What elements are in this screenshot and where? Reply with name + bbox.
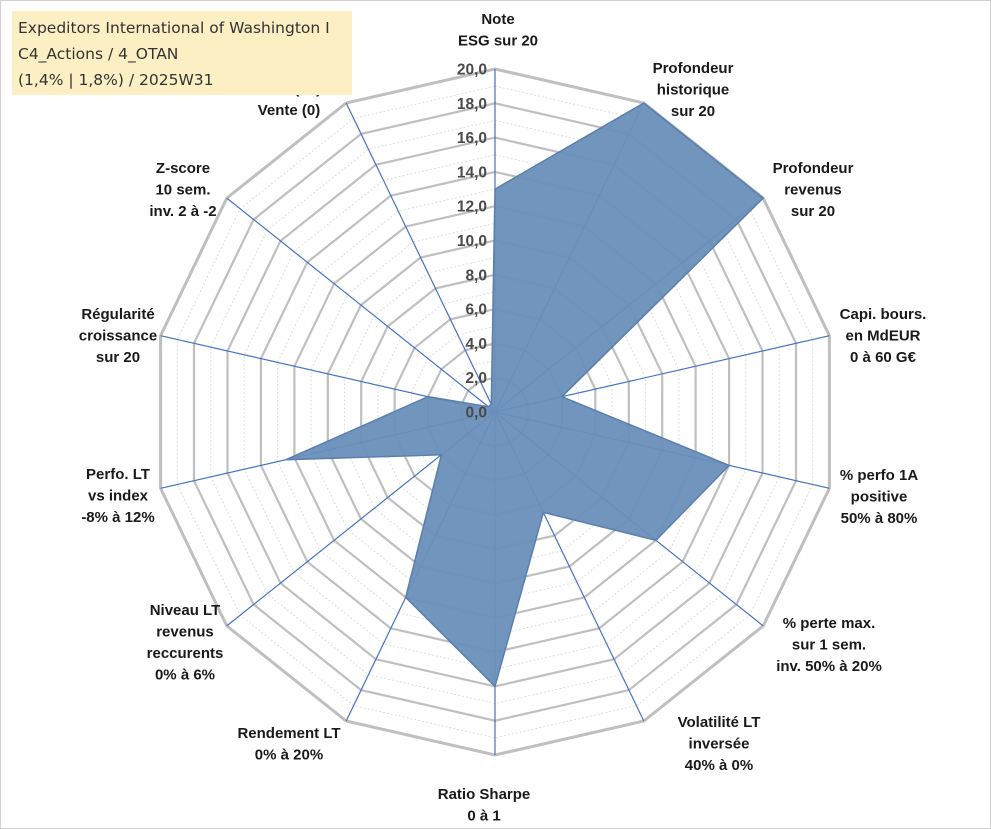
axis-label-line: inversée — [689, 736, 750, 753]
axis-label-line: 50% à 80% — [841, 510, 918, 527]
radar-spoke — [226, 197, 496, 413]
axis-label-line: reccurents — [147, 645, 224, 662]
axis-label-line: sur 20 — [96, 349, 140, 366]
chart-title-line-2: C4_Actions / 4_OTAN — [18, 45, 179, 63]
chart-title-line-1: Expeditors International of Washington I — [18, 19, 330, 37]
axis-labels: Note ESG sur 20 Profondeur historique sur 20… — [79, 11, 927, 825]
axis-label-line: 10 sem. — [155, 182, 210, 199]
radial-tick-label: 12,0 — [457, 199, 487, 216]
axis-label: Note ESG sur 20 — [458, 11, 538, 50]
axis-label-line: Vente (0) — [258, 102, 321, 119]
axis-label: Régularité croissance sur 20 — [79, 306, 157, 366]
axis-label-line: Profondeur — [773, 160, 854, 177]
radial-tick-label: 0,0 — [465, 405, 487, 422]
axis-label-line: 0 à 60 G€ — [850, 349, 917, 366]
axis-label-line: inv. 2 à -2 — [149, 203, 216, 220]
axis-label-line: croissance — [79, 328, 157, 345]
axis-label-line: inv. 50% à 20% — [776, 658, 882, 675]
axis-label: Rendement LT 0% à 20% — [237, 725, 340, 764]
axis-label-line: % perfo 1A — [840, 467, 919, 484]
axis-label: % perte max. sur 1 sem. inv. 50% à 20% — [776, 615, 882, 675]
axis-label-line: Ratio Sharpe — [438, 786, 531, 803]
axis-label-line: 40% à 0% — [685, 757, 753, 774]
axis-label-line: Niveau LT — [150, 602, 221, 619]
axis-label: Ratio Sharpe 0 à 1 — [438, 786, 531, 825]
axis-label-line: 0 à 1 — [467, 808, 500, 825]
axis-label-line: Profondeur — [653, 60, 734, 77]
axis-label-line: revenus — [156, 624, 214, 641]
axis-label-line: Régularité — [81, 306, 154, 323]
axis-label-line: 0% à 20% — [255, 747, 323, 764]
radial-tick-label: 20,0 — [457, 62, 487, 79]
axis-label-line: positive — [851, 489, 908, 506]
axis-label: Z-score 10 sem. inv. 2 à -2 — [149, 160, 216, 220]
grid-ring-minor — [176, 85, 814, 739]
radial-tick-label: 4,0 — [465, 336, 487, 353]
axis-label-line: Volatilité LT — [678, 714, 761, 731]
radial-tick-label: 2,0 — [465, 370, 487, 387]
axis-label-line: Capi. bours. — [840, 306, 927, 323]
radar-series — [285, 102, 765, 688]
axis-label: Profondeur revenus sur 20 — [773, 160, 854, 220]
grid-ring-minor — [277, 188, 713, 636]
axis-label: Niveau LT revenus reccurents 0% à 6% — [147, 602, 224, 684]
chart-title-box: Expeditors International of Washington I… — [12, 11, 352, 95]
radial-tick-label: 10,0 — [457, 233, 487, 250]
axis-label-line: 0% à 6% — [155, 667, 215, 684]
axis-label-line: en MdEUR — [846, 328, 921, 345]
axis-label-line: sur 1 sem. — [792, 637, 866, 654]
axis-label-line: historique — [657, 82, 730, 99]
axis-label: Capi. bours. en MdEUR 0 à 60 G€ — [840, 306, 927, 366]
radial-tick-labels: 0,0 2,0 4,0 6,0 8,0 10,0 12,0 14,0 16,0 18,0 20,0 — [457, 62, 487, 422]
axis-label-line: ESG sur 20 — [458, 33, 538, 50]
axis-label: Volatilité LT inversée 40% à 0% — [678, 714, 761, 774]
radar-spoke — [345, 102, 496, 413]
axis-label-line: sur 20 — [791, 203, 835, 220]
chart-title-line-3: (1,4% | 1,8%) / 2025W31 — [18, 71, 214, 89]
axis-label: Profondeur historique sur 20 — [653, 60, 734, 120]
series-polygon — [285, 102, 765, 688]
radial-tick-label: 8,0 — [465, 267, 487, 284]
axis-label-line: -8% à 12% — [81, 509, 154, 526]
axis-label-line: revenus — [784, 182, 842, 199]
radial-tick-label: 16,0 — [457, 130, 487, 147]
axis-label: Perfo. LT vs index -8% à 12% — [81, 466, 154, 526]
axis-label-line: % perte max. — [783, 615, 876, 632]
radial-tick-label: 14,0 — [457, 164, 487, 181]
axis-label-line: vs index — [88, 488, 149, 505]
axis-label-line: Perfo. LT — [86, 466, 150, 483]
axis-label-line: Note — [481, 11, 514, 28]
axis-label-line: Z-score — [156, 160, 210, 177]
axis-label: % perfo 1A positive 50% à 80% — [840, 467, 919, 527]
axis-label-line: sur 20 — [671, 103, 715, 120]
radial-tick-label: 18,0 — [457, 96, 487, 113]
radial-tick-label: 6,0 — [465, 302, 487, 319]
axis-label-line: Rendement LT — [237, 725, 340, 742]
